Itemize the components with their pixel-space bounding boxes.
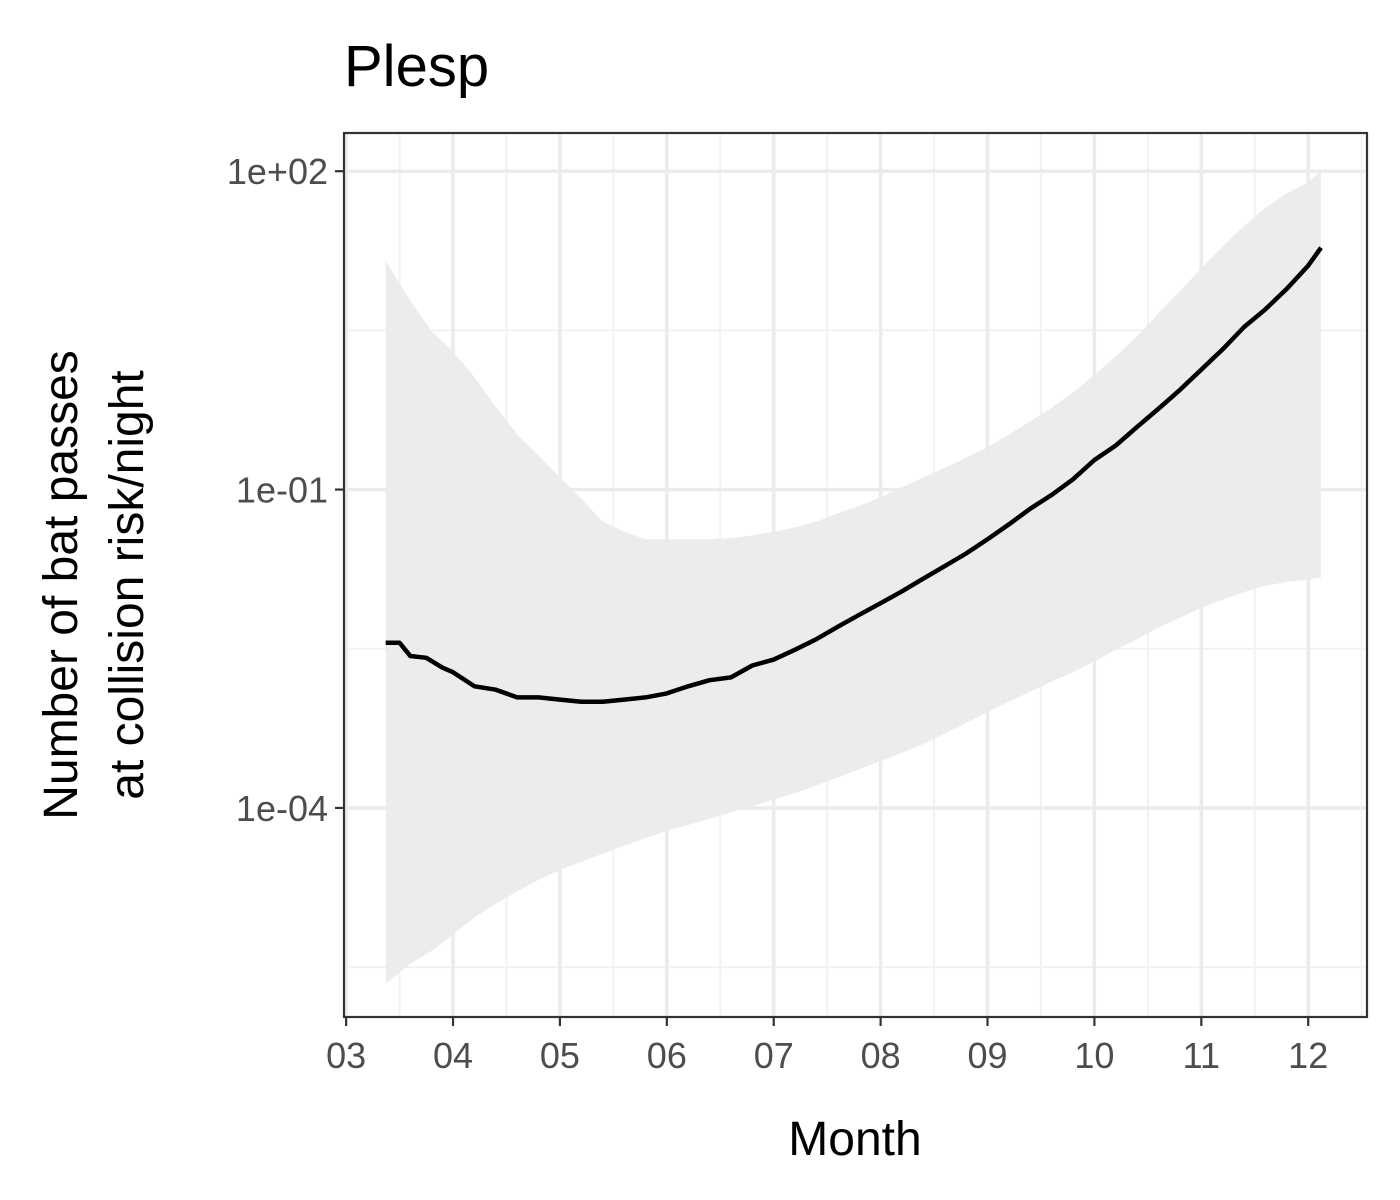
- chart-title: Plesp: [344, 34, 489, 99]
- x-tick-label: 06: [647, 1035, 687, 1076]
- y-tick-label: 1e-01: [236, 470, 328, 511]
- confidence-band-layer: [385, 171, 1321, 984]
- confidence-band: [385, 171, 1321, 984]
- y-axis-title: Number of bat passes at collision risk/n…: [35, 350, 154, 820]
- x-tick-label: 11: [1183, 1035, 1220, 1076]
- trend-line: [385, 246, 1323, 705]
- x-axis: 03 04 05 06 07 08 09 10 11 12: [326, 1017, 1328, 1076]
- x-tick-label: 09: [967, 1035, 1007, 1076]
- x-tick-label: 08: [861, 1035, 901, 1076]
- y-tick-label: 1e+02: [227, 151, 328, 192]
- x-tick-label: 12: [1288, 1035, 1328, 1076]
- trend-line-layer: [385, 246, 1323, 705]
- x-tick-label: 10: [1074, 1035, 1114, 1076]
- x-axis-title: Month: [788, 1113, 921, 1166]
- panel-border: [342, 131, 1369, 1019]
- x-tick-label: 04: [433, 1035, 473, 1076]
- x-tick-label: 03: [326, 1035, 366, 1076]
- y-axis-title-line-1: Number of bat passes: [35, 350, 88, 820]
- y-axis-title-line-2: at collision risk/night: [101, 370, 154, 800]
- y-axis: 1e+02 1e-01 1e-04: [227, 151, 344, 829]
- x-tick-label: 07: [754, 1035, 794, 1076]
- x-tick-label: 05: [540, 1035, 580, 1076]
- y-tick-label: 1e-04: [236, 788, 328, 829]
